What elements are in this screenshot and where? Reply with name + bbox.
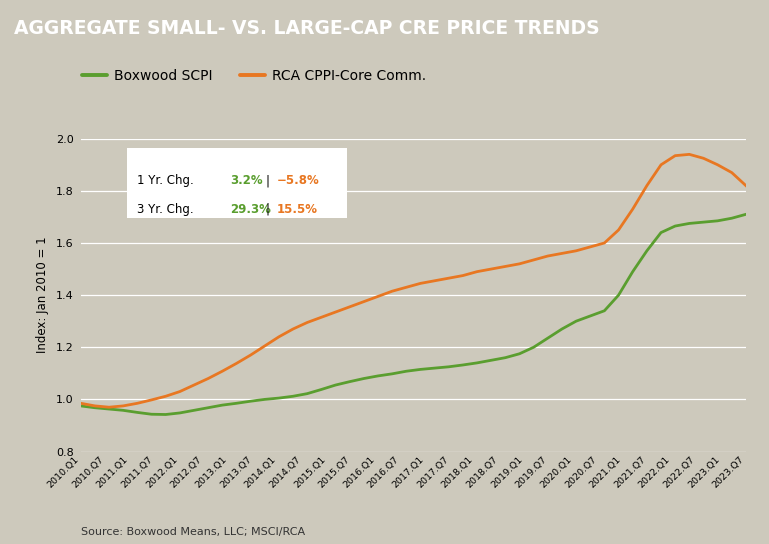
Text: 3.2%: 3.2% xyxy=(231,175,263,188)
Text: |: | xyxy=(265,175,270,188)
Text: 29.3%: 29.3% xyxy=(231,202,271,215)
Legend: Boxwood SCPI, RCA CPPI-Core Comm.: Boxwood SCPI, RCA CPPI-Core Comm. xyxy=(76,64,431,89)
Y-axis label: Index: Jan 2010 = 1: Index: Jan 2010 = 1 xyxy=(36,237,49,354)
Text: 3 Yr. Chg.: 3 Yr. Chg. xyxy=(138,202,194,215)
Text: Source: Boxwood Means, LLC; MSCI/RCA: Source: Boxwood Means, LLC; MSCI/RCA xyxy=(81,528,305,537)
Text: AGGREGATE SMALL- VS. LARGE-CAP CRE PRICE TRENDS: AGGREGATE SMALL- VS. LARGE-CAP CRE PRICE… xyxy=(14,19,600,38)
Text: 15.5%: 15.5% xyxy=(277,202,318,215)
FancyBboxPatch shape xyxy=(128,148,347,219)
Text: −5.8%: −5.8% xyxy=(277,175,320,188)
Text: |: | xyxy=(265,202,270,215)
Text: 1 Yr. Chg.: 1 Yr. Chg. xyxy=(138,175,194,188)
